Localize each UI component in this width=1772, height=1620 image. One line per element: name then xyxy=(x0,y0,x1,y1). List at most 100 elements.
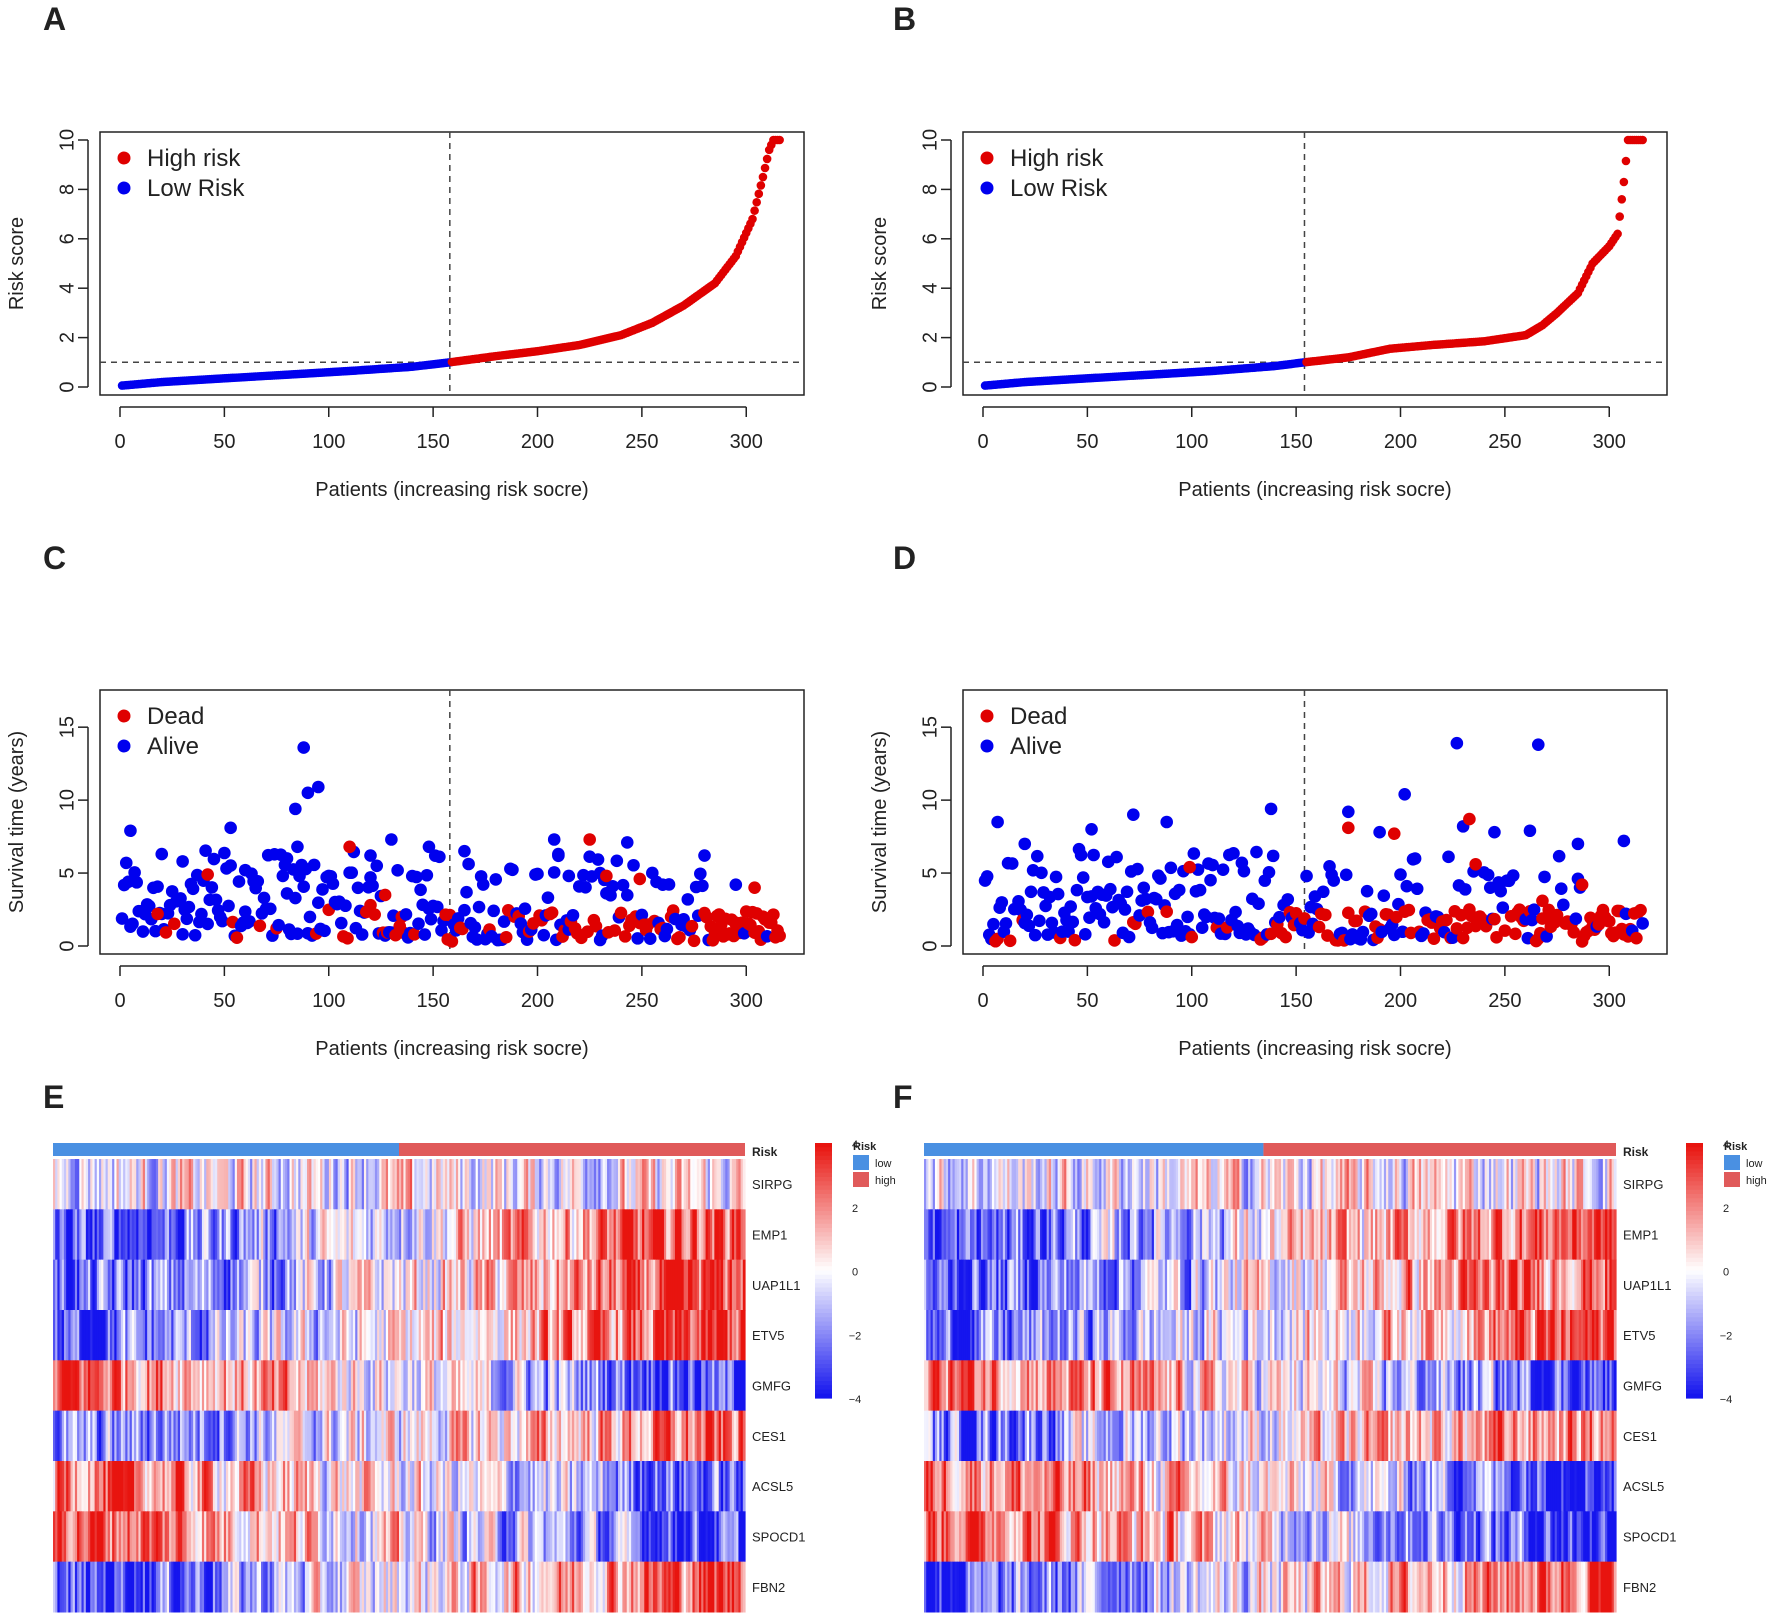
alive-point xyxy=(1538,870,1551,884)
colorbar-segment xyxy=(815,1160,832,1165)
heatmap-cell xyxy=(142,1159,146,1210)
alive-point xyxy=(1540,930,1553,943)
alive-point xyxy=(627,858,640,872)
heatmap-cell xyxy=(296,1159,299,1210)
heatmap-cell xyxy=(394,1159,398,1210)
heatmap-cell xyxy=(423,1159,426,1210)
heatmap-cell xyxy=(90,1159,94,1210)
risk-annotation-high xyxy=(1263,1143,1616,1156)
heatmap-cell xyxy=(690,1159,694,1210)
alive-point xyxy=(238,863,252,877)
alive-point xyxy=(987,917,1000,931)
heatmap-cell xyxy=(239,1209,242,1261)
heatmap-cell xyxy=(633,1159,637,1210)
heatmap-cell xyxy=(112,1209,115,1261)
heatmap-cell xyxy=(661,1159,665,1210)
alive-point xyxy=(301,786,315,800)
gene-label: ACSL5 xyxy=(752,1479,793,1494)
heatmap-cell xyxy=(508,1159,512,1210)
heatmap-cell xyxy=(232,1209,236,1261)
x-tick-label: 200 xyxy=(1384,990,1417,1012)
heatmap-cell xyxy=(714,1159,718,1210)
alive-point xyxy=(1557,898,1570,912)
alive-point xyxy=(257,891,271,905)
alive-point xyxy=(1481,868,1495,882)
heatmap-cell xyxy=(63,1209,67,1261)
alive-point xyxy=(124,824,137,838)
x-tick-label: 50 xyxy=(213,431,235,453)
heatmap-cell xyxy=(552,1159,556,1210)
colorbar-segment xyxy=(815,1359,832,1365)
heatmap-cell xyxy=(339,1159,343,1210)
heatmap-cell xyxy=(464,1159,468,1210)
heatmap-cell xyxy=(453,1159,457,1210)
heatmap-cell xyxy=(344,1159,348,1210)
dead-point xyxy=(1003,934,1017,948)
colorbar-segment xyxy=(815,1393,832,1399)
heatmap-cell xyxy=(526,1159,529,1210)
heatmap-cell xyxy=(186,1209,190,1261)
heatmap-cell xyxy=(385,1159,389,1210)
heatmap-cell xyxy=(195,1209,199,1261)
heatmap-cell xyxy=(309,1209,313,1261)
heatmap-cell xyxy=(572,1159,575,1210)
dead-point xyxy=(343,840,356,854)
heatmap-cell xyxy=(226,1209,229,1261)
alive-point xyxy=(176,928,189,941)
alive-point xyxy=(1410,882,1424,896)
heatmap-cell xyxy=(296,1209,299,1261)
heatmap-cell xyxy=(212,1159,216,1210)
colorbar-segment xyxy=(815,1355,832,1361)
heatmap-cell xyxy=(359,1159,363,1210)
alive-point xyxy=(694,867,707,881)
heatmap-cell xyxy=(254,1159,258,1210)
heatmap-cell xyxy=(742,1310,746,1361)
heatmap-cell xyxy=(131,1159,135,1210)
heatmap-cell xyxy=(701,1159,704,1210)
alive-point xyxy=(345,866,359,880)
heatmap-cell xyxy=(368,1159,372,1210)
colorbar-segment xyxy=(815,1185,832,1191)
heatmap-cell xyxy=(109,1209,113,1261)
heatmap-cell xyxy=(521,1159,525,1210)
dead-point xyxy=(499,930,513,944)
heatmap-cell xyxy=(153,1209,157,1261)
alive-point xyxy=(142,899,156,913)
heatmap-cell xyxy=(274,1159,277,1210)
heatmap-cell xyxy=(523,1159,527,1210)
heatmap-cell xyxy=(114,1159,118,1210)
legend-swatch-low xyxy=(853,1155,869,1170)
alive-point xyxy=(1281,893,1295,906)
alive-point xyxy=(1104,882,1117,896)
alive-point xyxy=(207,852,221,866)
heatmap-cell xyxy=(342,1159,345,1210)
heatmap-cell xyxy=(276,1209,280,1261)
heatmap-cell xyxy=(184,1209,188,1261)
heatmap-cell xyxy=(68,1209,72,1261)
heatmap-cell xyxy=(390,1159,394,1210)
heatmap-cell xyxy=(451,1159,455,1210)
colorbar-segment xyxy=(815,1376,832,1382)
alive-point xyxy=(1035,866,1048,880)
heatmap-cell xyxy=(650,1159,654,1210)
alive-point xyxy=(579,881,592,894)
alive-point xyxy=(1070,883,1084,897)
colorbar-segment xyxy=(815,1304,832,1310)
heatmap-cell xyxy=(197,1209,201,1261)
y-tick-label: 5 xyxy=(56,867,78,878)
heatmap-cell xyxy=(151,1209,155,1261)
heatmap-cell xyxy=(694,1159,698,1210)
gene-label: CES1 xyxy=(752,1429,786,1444)
colorbar-segment xyxy=(815,1232,832,1238)
heatmap-cell xyxy=(105,1159,109,1210)
heatmap-cell xyxy=(361,1159,365,1210)
alive-point xyxy=(238,905,252,918)
alive-point xyxy=(251,874,265,888)
heatmap-cell xyxy=(674,1159,678,1210)
heatmap-cell xyxy=(247,1159,251,1210)
heatmap-cell xyxy=(228,1209,231,1261)
colorbar-tick-label: 0 xyxy=(852,1267,858,1279)
heatmap-cell xyxy=(703,1159,707,1210)
heatmap-cell xyxy=(596,1159,599,1210)
